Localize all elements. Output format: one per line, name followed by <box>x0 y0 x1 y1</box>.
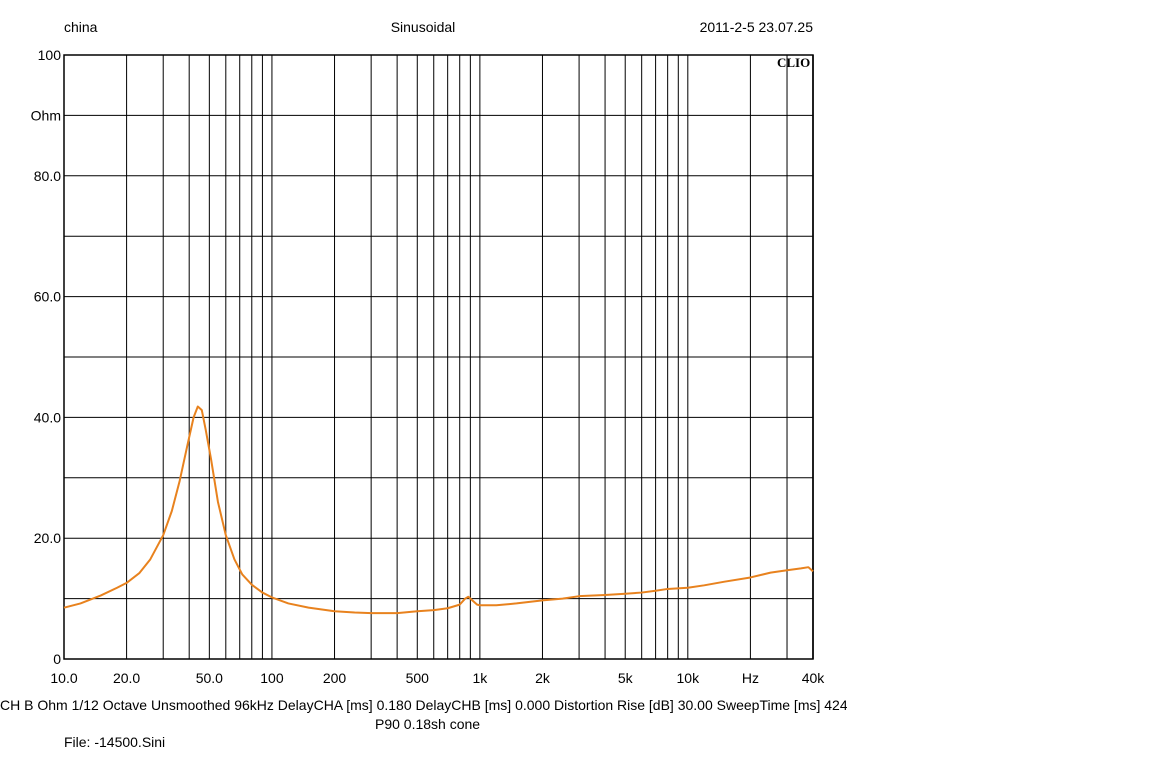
x-tick-label: 100 <box>260 670 284 686</box>
x-tick-label: 20.0 <box>113 670 140 686</box>
x-tick-label: 5k <box>618 670 634 686</box>
clio-logo: CLIO <box>777 55 811 70</box>
y-tick-label: 80.0 <box>34 168 61 184</box>
chart-grid <box>63 54 814 660</box>
plot-frame <box>63 54 814 660</box>
chart-curve <box>63 405 814 615</box>
x-tick-label: 40k <box>802 670 826 686</box>
x-tick-label: 2k <box>535 670 551 686</box>
chart-tick-labels: 10.0 20.0 50.0 100 200 500 1k 2k 5k 10k Hz 40k 100 Oh… <box>31 47 826 686</box>
header-left-label: china <box>64 19 98 35</box>
x-tick-label: 200 <box>323 670 347 686</box>
x-tick-label: 1k <box>472 670 488 686</box>
file-name-label: File: -14500.Sini <box>64 734 166 750</box>
y-tick-label: 100 <box>38 47 62 63</box>
x-tick-label: 50.0 <box>196 670 223 686</box>
y-tick-label: Ohm <box>31 107 61 123</box>
y-tick-label: 0 <box>53 651 61 667</box>
y-tick-label: 20.0 <box>34 530 61 546</box>
y-tick-label: 60.0 <box>34 289 61 305</box>
measurement-subtitle: P90 0.18sh cone <box>375 716 481 732</box>
impedance-series-line <box>63 405 814 615</box>
y-tick-label: 40.0 <box>34 409 61 425</box>
x-tick-label: 500 <box>406 670 430 686</box>
measurement-settings-line: CH B Ohm 1/12 Octave Unsmoothed 96kHz De… <box>0 697 847 713</box>
x-tick-label: 10.0 <box>50 670 77 686</box>
header-title: Sinusoidal <box>390 19 456 35</box>
header-timestamp: 2011-2-5 23.07.25 <box>699 19 813 35</box>
x-tick-label: 10k <box>677 670 701 686</box>
x-tick-label: Hz <box>742 670 759 686</box>
